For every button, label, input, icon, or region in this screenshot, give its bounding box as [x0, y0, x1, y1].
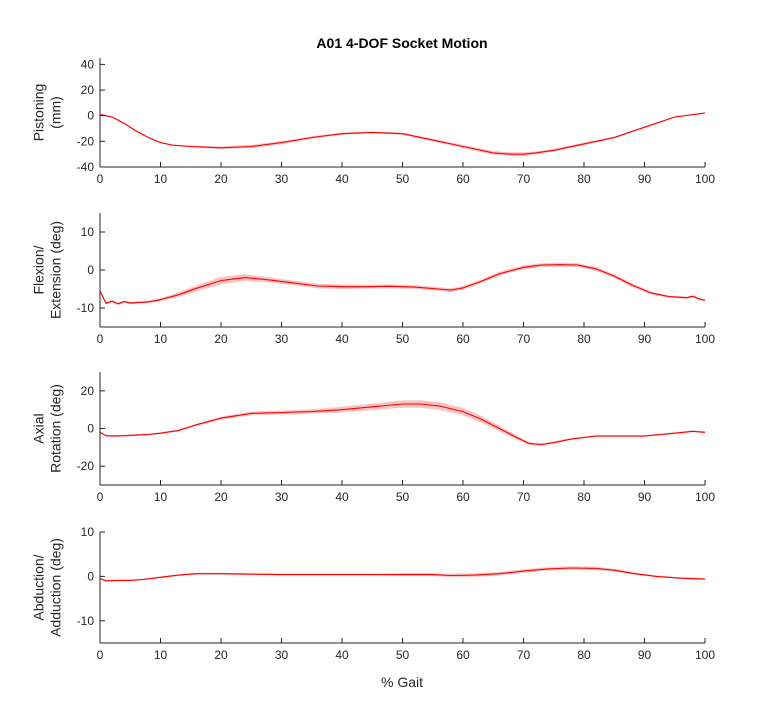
flexion-extension-y-tick-label: 10: [81, 225, 95, 239]
flexion-extension-x-tick-label: 50: [396, 332, 410, 346]
abduction-adduction-x-tick-label: 30: [275, 648, 289, 662]
axial-rotation-y-tick-label: 0: [87, 422, 94, 436]
axial-rotation-y-axis-title: Rotation (deg): [48, 384, 64, 473]
pistoning-y-tick-label: -40: [77, 160, 95, 174]
axial-rotation-x-tick-label: 80: [577, 490, 591, 504]
pistoning-y-tick-label: 20: [81, 83, 95, 97]
abduction-adduction-x-tick-label: 0: [97, 648, 104, 662]
axial-rotation-y-axis-title: Axial: [31, 413, 47, 443]
abduction-adduction-x-tick-label: 10: [154, 648, 168, 662]
axial-rotation-x-tick-label: 20: [214, 490, 228, 504]
flexion-extension-y-tick-label: 0: [87, 263, 94, 277]
axial-rotation-x-tick-label: 30: [275, 490, 289, 504]
abduction-adduction-x-tick-label: 40: [335, 648, 349, 662]
axial-rotation-x-tick-label: 100: [695, 490, 715, 504]
pistoning-x-tick-label: 10: [154, 172, 168, 186]
pistoning-y-axis-title: Pistoning: [31, 84, 47, 142]
pistoning-x-tick-label: 30: [275, 172, 289, 186]
pistoning-x-tick-label: 40: [335, 172, 349, 186]
flexion-extension-x-tick-label: 70: [517, 332, 531, 346]
flexion-extension-x-tick-label: 10: [154, 332, 168, 346]
axial-rotation-x-tick-label: 60: [456, 490, 470, 504]
axial-rotation-x-tick-label: 50: [396, 490, 410, 504]
pistoning-x-tick-label: 100: [695, 172, 715, 186]
flexion-extension-band: [100, 262, 705, 305]
panel-abduction-adduction: 0 10 20 30 40 50 60 70 80 90 100 -10 0 10 Abduction/Ad…: [31, 525, 716, 662]
abduction-adduction-mean-line: [99, 567, 706, 582]
abduction-adduction-y-tick-label: 0: [87, 569, 94, 583]
pistoning-y-axis-title: (mm): [48, 96, 64, 129]
flexion-extension-y-axis-title: Extension (deg): [48, 221, 64, 319]
flexion-extension-x-tick-label: 30: [275, 332, 289, 346]
flexion-extension-x-tick-label: 80: [577, 332, 591, 346]
pistoning-x-tick-label: 20: [214, 172, 228, 186]
pistoning-band: [100, 112, 705, 157]
axial-rotation-band: [100, 400, 705, 446]
axial-rotation-x-tick-label: 70: [517, 490, 531, 504]
pistoning-x-tick-label: 0: [97, 172, 104, 186]
pistoning-x-tick-label: 80: [577, 172, 591, 186]
axial-rotation-mean-line: [99, 403, 706, 446]
pistoning-x-tick-label: 60: [456, 172, 470, 186]
abduction-adduction-y-tick-label: -10: [77, 614, 95, 628]
panel-axial-rotation: 0 10 20 30 40 50 60 70 80 90 100 -20 0 20 Axial Rotatio…: [31, 372, 715, 504]
abduction-adduction-x-tick-label: 70: [517, 648, 531, 662]
axial-rotation-x-tick-label: 40: [335, 490, 349, 504]
pistoning-y-tick-label: -20: [77, 134, 95, 148]
axial-rotation-y-tick-label: -20: [77, 459, 95, 473]
abduction-adduction-x-tick-label: 100: [695, 648, 715, 662]
axial-rotation-y-tick-label: 20: [81, 384, 95, 398]
abduction-adduction-y-axis-title: Adduction (deg): [48, 538, 64, 637]
pistoning-x-tick-label: 50: [396, 172, 410, 186]
abduction-adduction-x-tick-label: 90: [638, 648, 652, 662]
flexion-extension-x-tick-label: 90: [638, 332, 652, 346]
axial-rotation-x-tick-label: 0: [97, 490, 104, 504]
pistoning-x-tick-label: 70: [517, 172, 531, 186]
abduction-adduction-band: [100, 566, 705, 582]
flexion-extension-x-tick-label: 60: [456, 332, 470, 346]
flexion-extension-x-tick-label: 40: [335, 332, 349, 346]
flexion-extension-x-tick-label: 0: [97, 332, 104, 346]
axial-rotation-x-tick-label: 90: [638, 490, 652, 504]
flexion-extension-x-tick-label: 20: [214, 332, 228, 346]
pistoning-y-tick-label: 0: [87, 109, 94, 123]
pistoning-x-tick-label: 90: [638, 172, 652, 186]
panel-pistoning: 0 10 20 30 40 50 60 70 80 90 100 -40 -20 0 20 40 Pistoni…: [31, 57, 716, 186]
panel-flexion-extension: 0 10 20 30 40 50 60 70 80 90 100 -10 0 10 Flexion/Exte…: [31, 213, 715, 346]
abduction-adduction-y-axis-title: Abduction/: [31, 554, 47, 620]
pistoning-y-tick-label: 40: [81, 57, 95, 71]
flexion-extension-y-axis-title: Flexion/: [31, 245, 47, 294]
flexion-extension-y-tick-label: -10: [77, 301, 95, 315]
flexion-extension-x-tick-label: 100: [695, 332, 715, 346]
figure-title: A01 4-DOF Socket Motion: [316, 35, 487, 51]
abduction-adduction-x-tick-label: 20: [214, 648, 228, 662]
flexion-extension-mean-line: [99, 264, 706, 305]
x-axis-title: % Gait: [381, 674, 423, 690]
axial-rotation-x-tick-label: 10: [154, 490, 168, 504]
pistoning-mean-line: [99, 112, 706, 155]
abduction-adduction-x-tick-label: 60: [456, 648, 470, 662]
abduction-adduction-x-tick-label: 50: [396, 648, 410, 662]
abduction-adduction-y-tick-label: 10: [81, 525, 95, 539]
abduction-adduction-x-tick-label: 80: [577, 648, 591, 662]
